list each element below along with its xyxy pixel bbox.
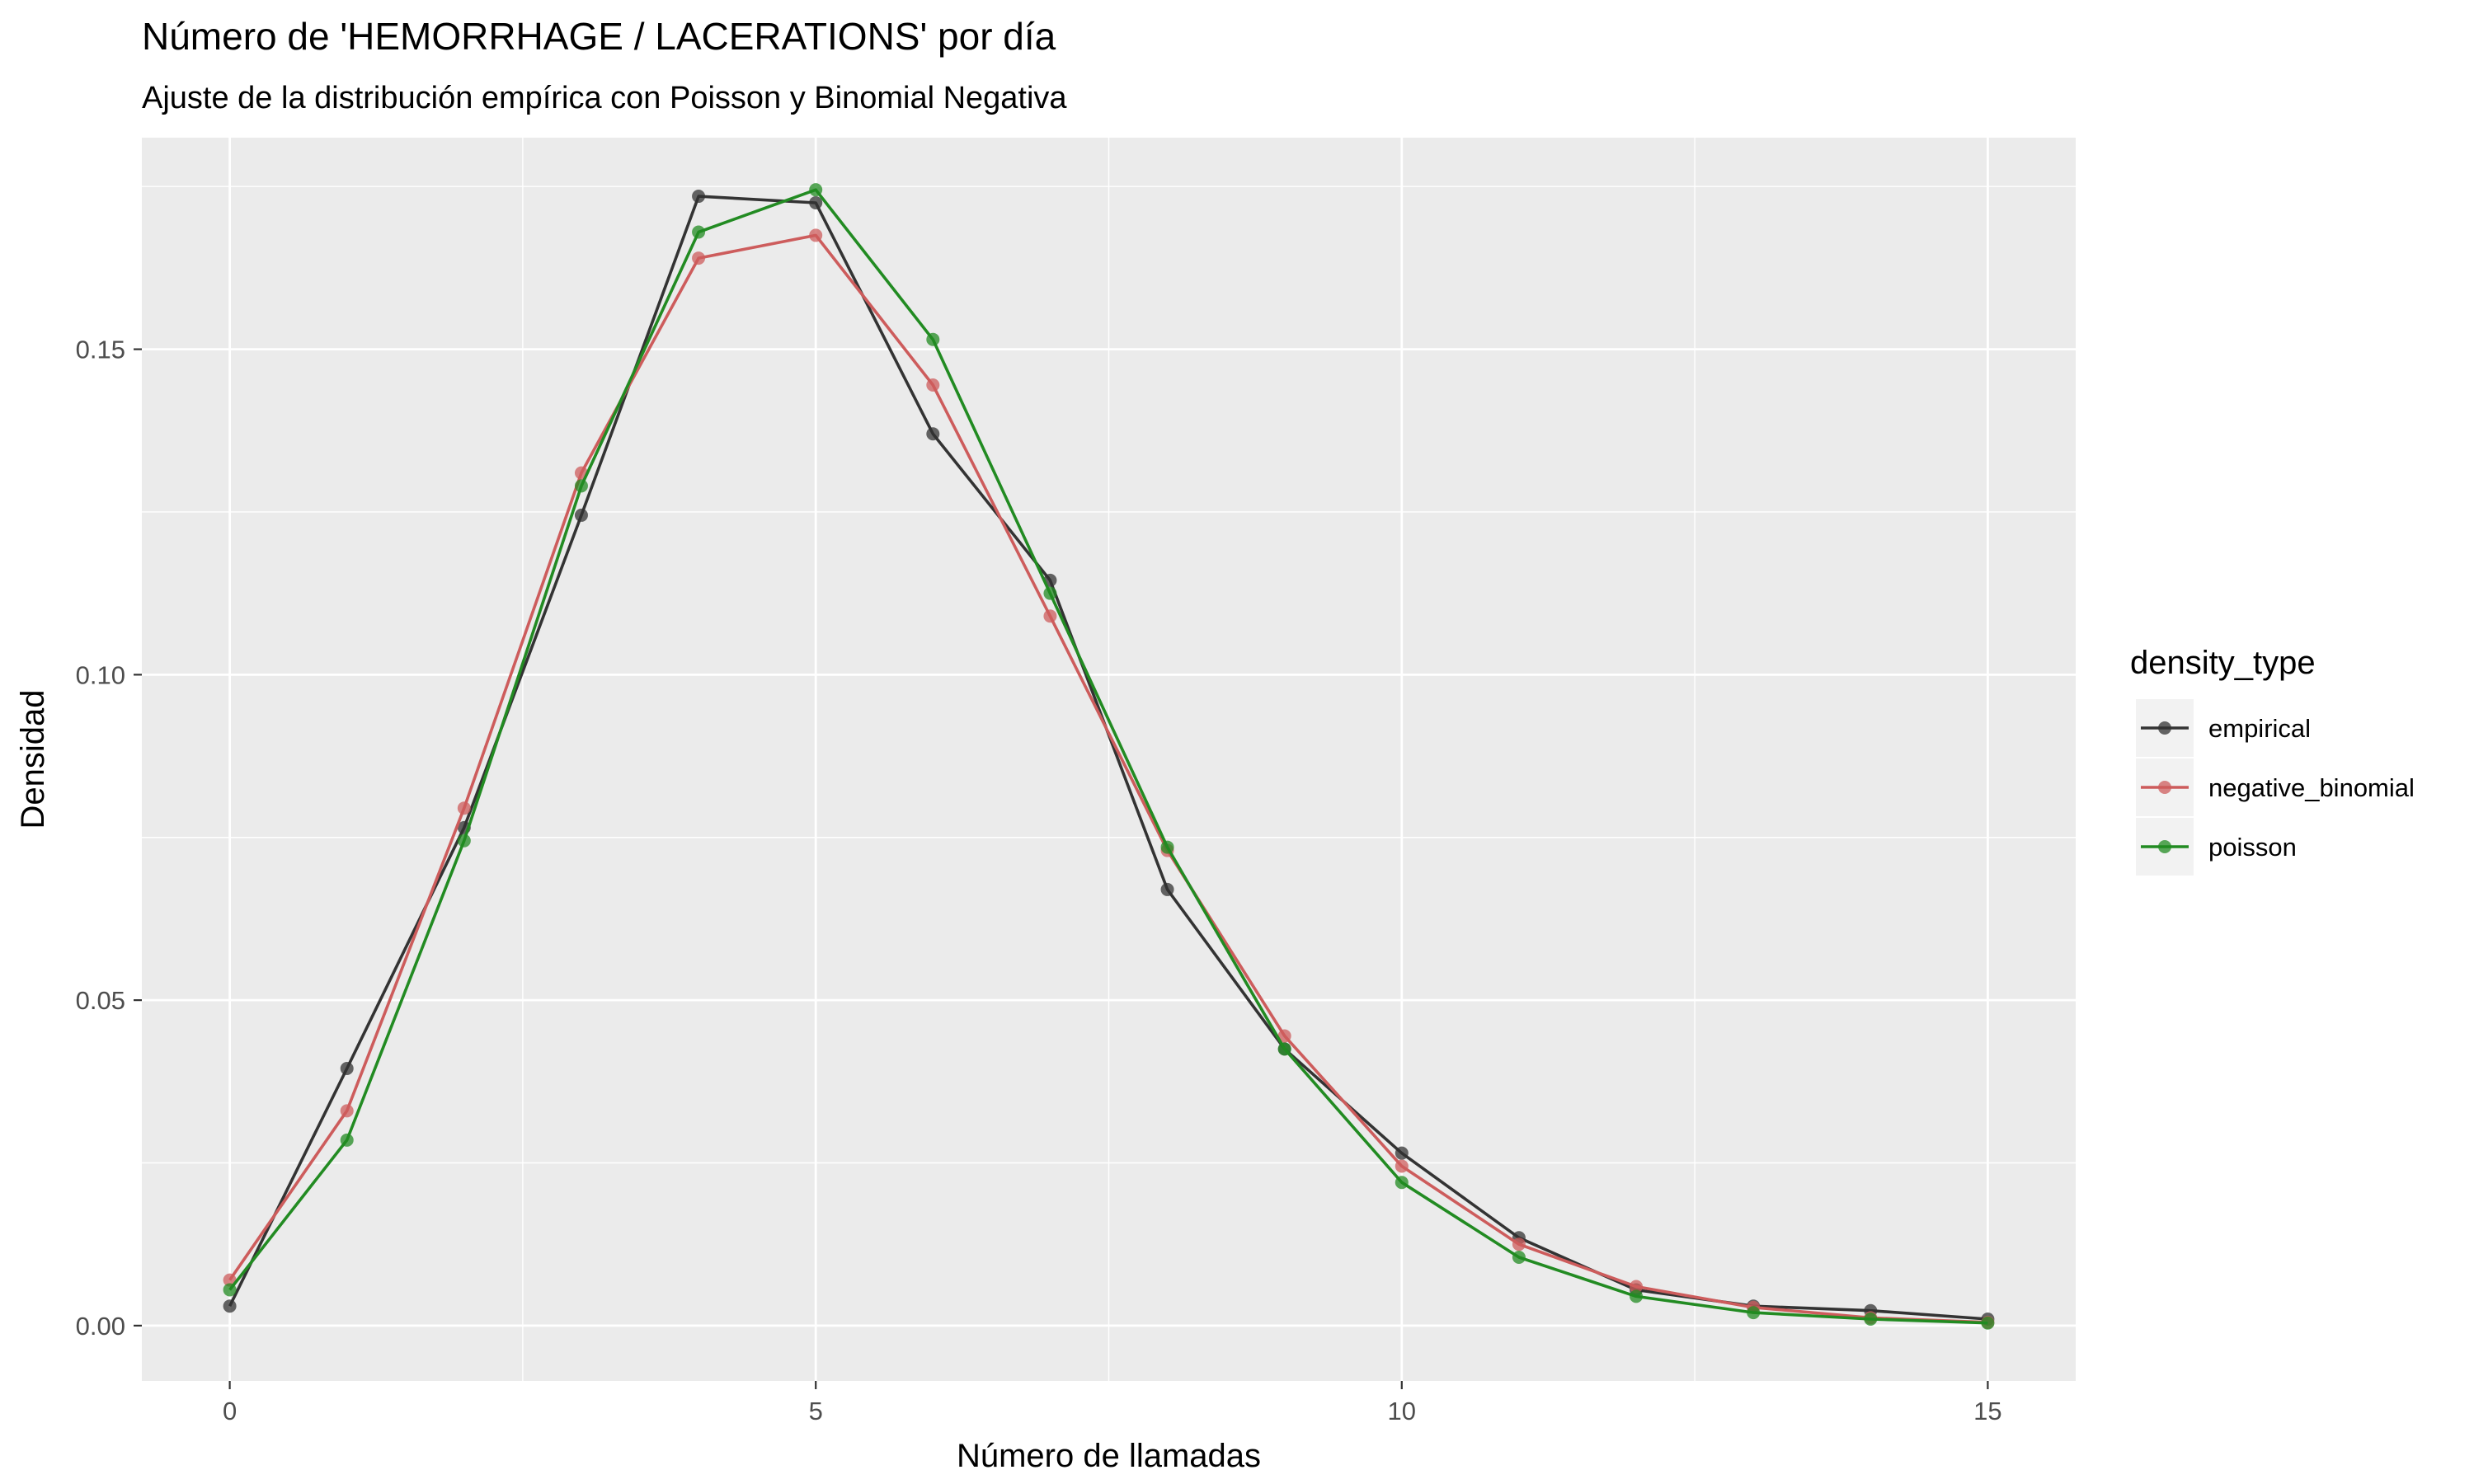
series-poisson	[223, 183, 1995, 1330]
data-point-poisson	[1277, 1042, 1291, 1056]
data-point-poisson	[1512, 1250, 1526, 1264]
data-point-empirical	[926, 427, 940, 441]
legend-label: negative_binomial	[2208, 773, 2415, 802]
y-tick-label: 0.15	[76, 336, 125, 364]
data-point-negative_binomial	[1512, 1237, 1526, 1252]
chart-subtitle: Ajuste de la distribución empírica con P…	[142, 81, 1067, 115]
x-tick-label: 15	[1973, 1397, 2001, 1425]
data-point-negative_binomial	[340, 1104, 354, 1118]
legend-label: empirical	[2208, 714, 2311, 743]
data-point-empirical	[1160, 882, 1174, 896]
data-point-negative_binomial	[1043, 609, 1057, 623]
data-point-negative_binomial	[457, 801, 471, 815]
data-point-empirical	[692, 190, 706, 204]
data-point-poisson	[1160, 840, 1174, 854]
data-point-empirical	[340, 1062, 354, 1076]
data-point-poisson	[926, 332, 940, 346]
data-point-negative_binomial	[692, 251, 706, 265]
series-line-poisson	[228, 188, 1988, 1325]
legend-item-empirical: empirical	[2136, 699, 2311, 757]
data-point-poisson	[574, 479, 588, 493]
data-point-poisson	[1981, 1316, 1995, 1330]
grid	[142, 138, 2076, 1381]
data-point-poisson	[223, 1283, 237, 1297]
axes: 0 5 10 15 0.00 0.05 0.10 0.15	[76, 336, 2002, 1425]
data-point-negative_binomial	[1630, 1280, 1644, 1294]
x-tick-label: 0	[223, 1397, 237, 1425]
data-point-poisson	[1630, 1289, 1644, 1303]
data-point-empirical	[809, 195, 823, 209]
legend-item-poisson: poisson	[2136, 818, 2297, 876]
legend-label: poisson	[2208, 833, 2297, 862]
x-axis-title: Número de llamadas	[957, 1438, 1261, 1474]
data-point-negative_binomial	[1395, 1159, 1409, 1173]
data-point-negative_binomial	[809, 228, 823, 242]
y-tick-label: 0.00	[76, 1312, 125, 1341]
y-tick-label: 0.10	[76, 660, 125, 689]
y-tick-label: 0.05	[76, 986, 125, 1015]
data-point-poisson	[457, 834, 471, 848]
x-tick-label: 5	[809, 1397, 823, 1425]
y-axis-title: Densidad	[15, 689, 51, 829]
x-tick-label: 10	[1388, 1397, 1416, 1425]
data-point-poisson	[1043, 586, 1057, 600]
data-point-negative_binomial	[1277, 1029, 1291, 1043]
data-point-empirical	[574, 508, 588, 522]
legend-key-point	[2158, 840, 2171, 853]
legend-item-negative_binomial: negative_binomial	[2136, 758, 2415, 816]
data-point-poisson	[809, 183, 823, 197]
series-layer	[223, 183, 1995, 1330]
legend-key-point	[2158, 781, 2171, 794]
data-point-empirical	[1395, 1146, 1409, 1160]
data-point-poisson	[1747, 1306, 1761, 1320]
data-point-poisson	[692, 225, 706, 239]
data-point-negative_binomial	[926, 378, 940, 392]
chart-title: Número de 'HEMORRHAGE / LACERATIONS' por…	[142, 15, 1056, 58]
series-line-negative_binomial	[228, 233, 1988, 1324]
legend-title: density_type	[2130, 645, 2316, 681]
data-point-poisson	[1864, 1312, 1878, 1326]
data-point-empirical	[223, 1299, 237, 1313]
data-point-poisson	[1395, 1176, 1409, 1190]
legend: density_type empirical negative_binomialpo…	[2130, 645, 2415, 876]
legend-key-point	[2158, 721, 2171, 735]
data-point-poisson	[340, 1133, 354, 1147]
